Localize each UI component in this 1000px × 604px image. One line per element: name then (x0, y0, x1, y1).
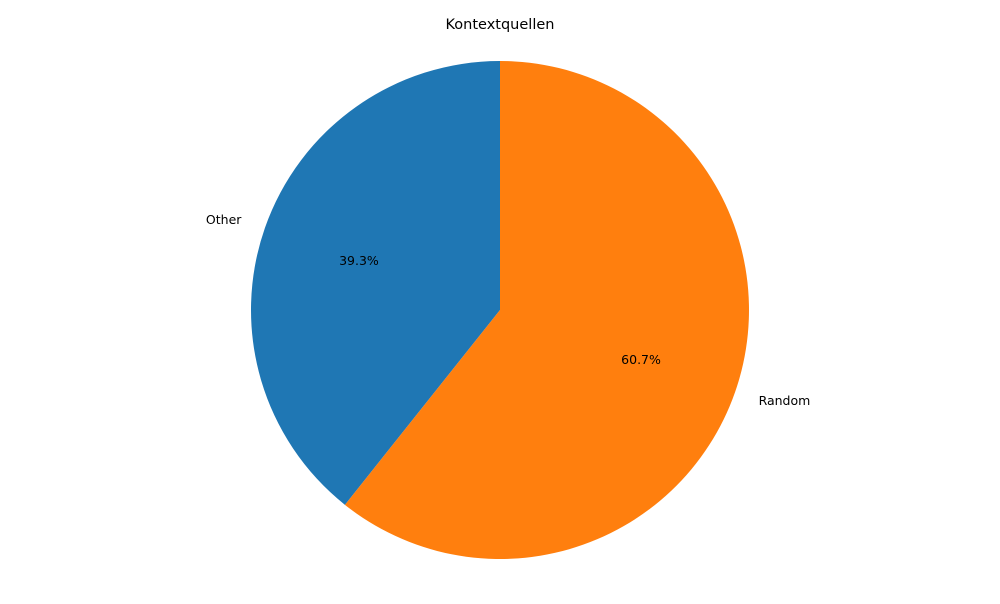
slice-percent-random: 60.7% (621, 352, 661, 367)
slice-percent-other: 39.3% (339, 253, 379, 268)
pie-labels: Other 39.3% Random 60.7% (206, 212, 810, 408)
slice-label-other: Other (206, 212, 242, 227)
chart-title: Kontextquellen (446, 17, 555, 33)
slice-label-random: Random (759, 393, 811, 408)
pie-slice-random (344, 61, 749, 559)
pie-slices (250, 60, 749, 559)
pie-slice-other (250, 60, 500, 505)
